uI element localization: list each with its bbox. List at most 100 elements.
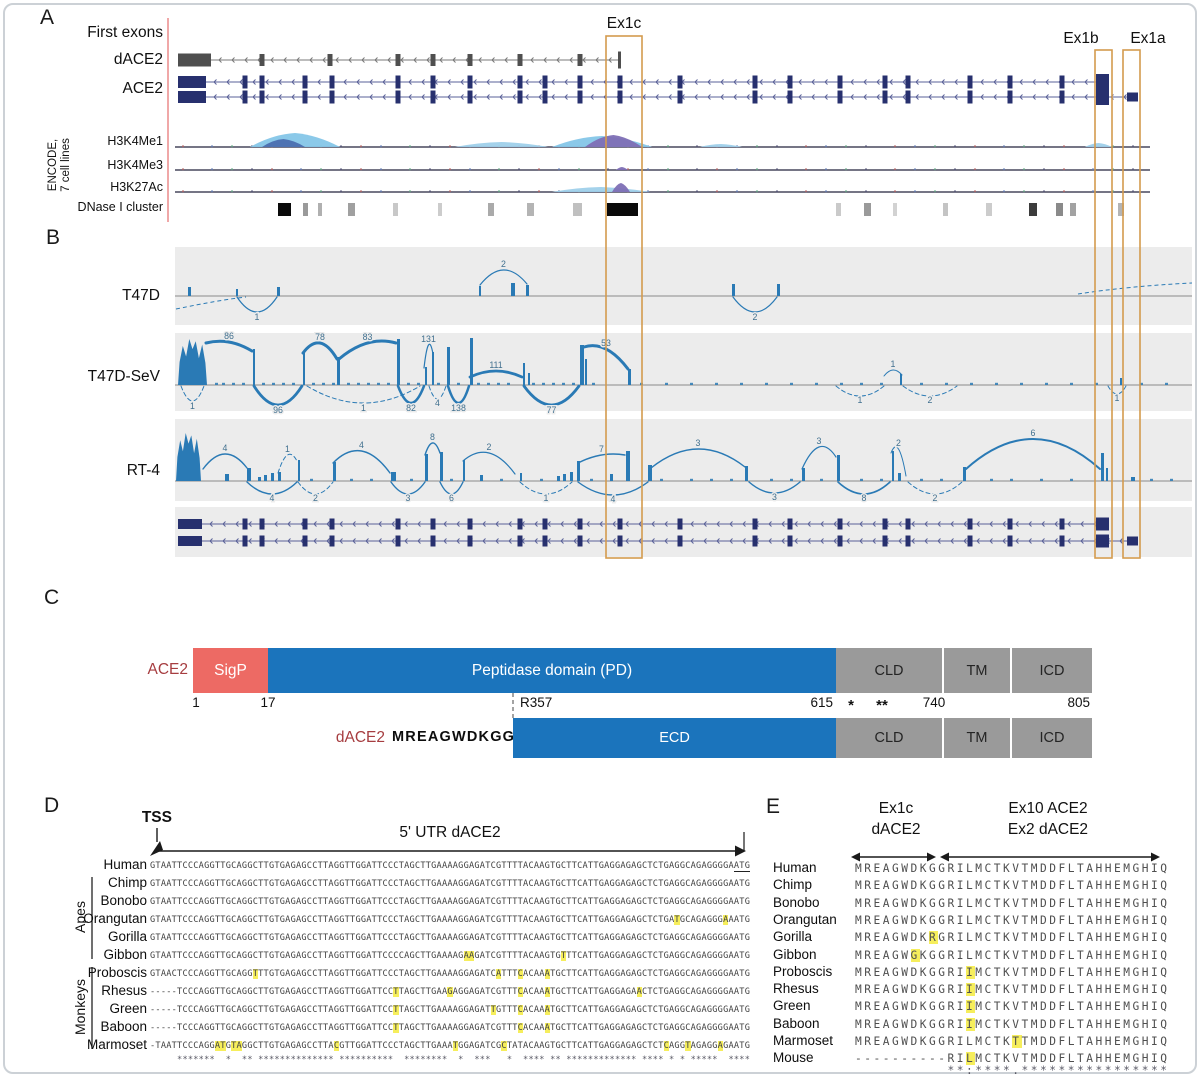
junction-arc [902, 385, 958, 397]
coverage-blip [840, 382, 843, 385]
coverage-bar [526, 285, 529, 296]
strand-chevron-icon [439, 57, 443, 63]
signal-speckle [756, 168, 758, 171]
signal-speckle [231, 145, 233, 148]
strand-chevron-icon [989, 538, 993, 544]
signal-speckle [1043, 168, 1045, 171]
transcript-model-1-exon [837, 535, 843, 547]
coverage-blip [322, 382, 325, 385]
signal-speckle [776, 145, 778, 148]
strand-chevron-icon [239, 94, 243, 100]
gene-model-2-exon [242, 90, 248, 104]
junction-count: 138 [451, 403, 466, 413]
signal-speckle [518, 168, 520, 171]
residue-marker-1: 1 [192, 695, 200, 710]
strand-chevron-icon [612, 521, 616, 527]
species-label: Gibbon [773, 947, 817, 962]
strand-chevron-icon [716, 538, 720, 544]
header-ex1c-dace2: Ex1c dACE2 [871, 798, 920, 840]
transcript-model-1-exon [967, 535, 973, 547]
transcript-model-0-exon [617, 518, 623, 530]
strand-chevron-icon [1032, 79, 1036, 85]
strand-chevron-icon [759, 79, 763, 85]
strand-chevron-icon [590, 94, 594, 100]
species-label: Orangutan [773, 912, 837, 927]
strand-chevron-icon [625, 538, 629, 544]
strand-chevron-icon [608, 57, 612, 63]
strand-chevron-icon [1054, 538, 1058, 544]
strand-chevron-icon [642, 79, 646, 85]
strand-chevron-icon [317, 79, 321, 85]
signal-speckle [429, 145, 431, 148]
strand-chevron-icon [244, 57, 248, 63]
signal-speckle [469, 168, 471, 171]
junction-count: 4 [270, 493, 275, 503]
signal-speckle [469, 190, 471, 193]
sequence-text: -----TCCCAGGTTGCAGGCTTGTGAGAGCCTTAGGTTGG… [150, 1022, 751, 1033]
sequence-text: MREAGWDKRGRILMCTKVTMDDFLTAHHEMGHIQ [855, 931, 1170, 944]
strand-chevron-icon [1071, 79, 1075, 85]
coverage-bar [480, 475, 483, 481]
signal-speckle [756, 145, 758, 148]
strand-chevron-icon [1002, 521, 1006, 527]
coverage-bar [610, 474, 613, 481]
dna-row-gorilla: Gorilla GTAATTCCCAGGTTGCAGGCTTGTGAGAGCCTT… [0, 929, 1200, 945]
strand-chevron-icon [859, 538, 863, 544]
coverage-blip [590, 478, 593, 481]
gene-model-2-exon [967, 90, 973, 104]
strand-chevron-icon [339, 521, 343, 527]
variant-highlight: T [674, 914, 680, 925]
gene-model-2-exon [430, 90, 436, 104]
strand-chevron-icon [1080, 538, 1084, 544]
sequence-text: MREAGWDKGGRIIMCTKVTMDDFLTAHHEMGHIQ [855, 966, 1170, 979]
gene-label-dace2: dACE2 [113, 51, 163, 68]
protein-row-green: Green MREAGWDKGGRIIMCTKVTMDDFLTAHHEMGHIQ [0, 998, 1200, 1014]
coverage-blip [945, 382, 948, 385]
variant-highlight: A [544, 1022, 551, 1033]
coverage-bar [440, 452, 443, 481]
strand-chevron-icon [729, 538, 733, 544]
strand-chevron-icon [274, 538, 278, 544]
protein-row-mouse: Mouse ----------RILMCTKVTMDDFLTAHHEMGHIQ [0, 1050, 1200, 1066]
coverage-bar [298, 460, 300, 481]
strand-chevron-icon [902, 79, 906, 85]
dna-row-baboon: Baboon -----TCCCAGGTTGCAGGCTTGTGAGAGCCTTA… [0, 1019, 1200, 1035]
sashimi-band-1 [175, 333, 1192, 411]
strand-chevron-icon [655, 79, 659, 85]
gene-model-0-exon [259, 54, 265, 66]
strand-chevron-icon [599, 538, 603, 544]
strand-chevron-icon [387, 57, 391, 63]
panel-a-label: A [40, 6, 55, 29]
strand-chevron-icon [248, 538, 252, 544]
strand-chevron-icon [768, 521, 772, 527]
gene-model-2-exon [752, 90, 758, 104]
panel-c-label: C [44, 586, 60, 609]
gene-model-1-exon [329, 75, 335, 89]
transcript-model-0-exon [882, 518, 888, 530]
coverage-bar [463, 460, 465, 481]
junction-arc [439, 481, 464, 495]
strand-chevron-icon [222, 538, 226, 544]
coverage-bar [479, 286, 481, 296]
utr-label: 5' UTR dACE2 [399, 824, 501, 841]
coverage-blip [417, 382, 420, 385]
signal-speckle [1023, 145, 1025, 148]
coverage-bar [732, 284, 735, 296]
coverage-blip [860, 382, 863, 385]
species-label: Human [773, 860, 817, 875]
coverage-blip [532, 382, 535, 385]
strand-chevron-icon [235, 538, 239, 544]
signal-speckle [429, 190, 431, 193]
strand-chevron-icon [937, 538, 941, 544]
strand-chevron-icon [322, 57, 326, 63]
sashimi-band-0 [175, 247, 1192, 325]
gene-model-2-exon [467, 90, 473, 104]
gene-model-1-exon [467, 75, 473, 89]
junction-count: 1 [285, 444, 290, 454]
signal-speckle [647, 168, 649, 171]
strand-chevron-icon [443, 538, 447, 544]
dnase-site [438, 203, 442, 216]
coverage-blip [562, 382, 565, 385]
dna-row-marmoset: Marmoset -TAATTCCCAGGATGTAGGCTTGTGAGAGCCT… [0, 1037, 1200, 1053]
